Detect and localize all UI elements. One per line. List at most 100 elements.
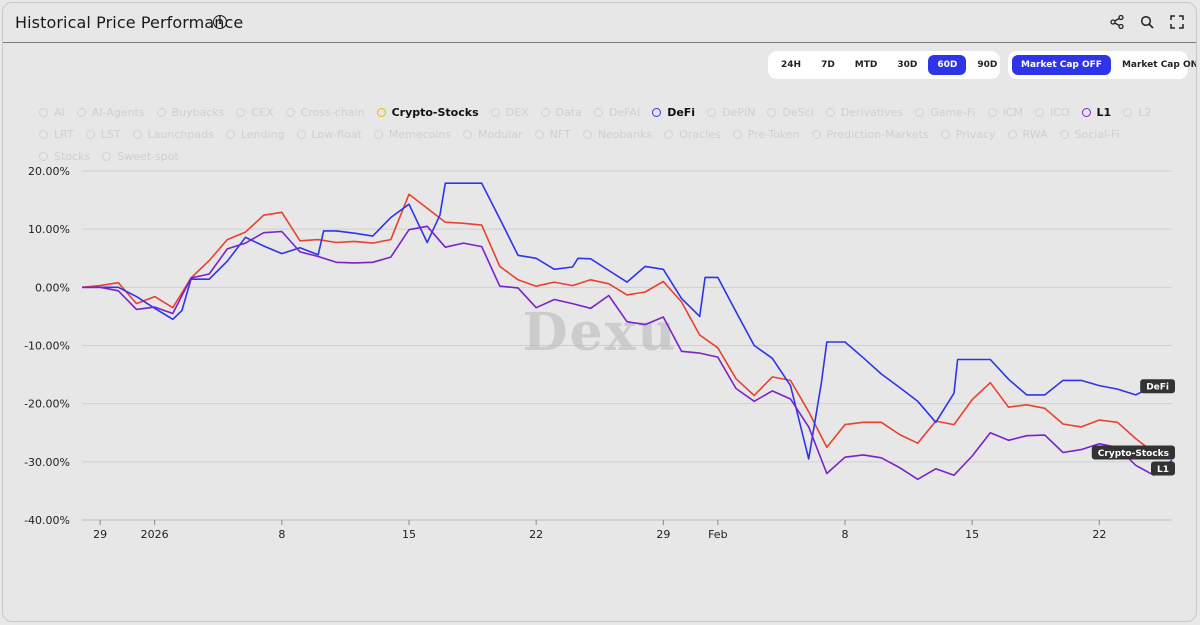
- legend-radio-icon: [39, 107, 48, 117]
- legend-item-stocks[interactable]: Stocks: [39, 147, 90, 165]
- legend-item-privacy[interactable]: Privacy: [940, 125, 996, 143]
- header-actions: [1108, 13, 1186, 31]
- legend-label: Prediction-Markets: [826, 127, 929, 141]
- legend-radio-icon: [664, 129, 674, 139]
- legend-item-depin[interactable]: DePIN: [707, 103, 755, 121]
- legend-item-dex[interactable]: DEX: [490, 103, 529, 121]
- legend-radio-icon: [582, 129, 592, 139]
- legend-item-nft[interactable]: NFT: [534, 125, 571, 143]
- legend-item-memecoins[interactable]: Memecoins: [373, 125, 451, 143]
- legend-radio-icon: [76, 107, 86, 117]
- legend-item-l1[interactable]: L1: [1081, 103, 1111, 121]
- end-label-defi: DeFi: [1140, 379, 1175, 394]
- x-tick-label: 15: [965, 528, 979, 541]
- legend-item-ico[interactable]: ICO: [1034, 103, 1070, 121]
- legend-label: CEX: [251, 105, 274, 119]
- legend-label: DePIN: [722, 105, 756, 119]
- legend-radio-icon: [732, 129, 742, 139]
- legend-item-crypto-stocks[interactable]: Crypto-Stocks: [376, 103, 479, 121]
- end-label-crypto-stocks: Crypto-Stocks: [1091, 445, 1175, 460]
- legend-item-data[interactable]: Data: [540, 103, 582, 121]
- legend-item-ai-agents[interactable]: AI-Agents: [76, 103, 145, 121]
- end-label-text: L1: [1157, 465, 1169, 475]
- legend-radio-icon: [285, 107, 295, 117]
- legend-item-low-float[interactable]: Low-float: [296, 125, 362, 143]
- legend-radio-icon: [102, 151, 112, 161]
- legend-item-modular[interactable]: Modular: [463, 125, 523, 143]
- legend-radio-icon: [490, 107, 500, 117]
- legend-radio-icon: [915, 107, 925, 117]
- legend-item-desci[interactable]: DeSci: [767, 103, 814, 121]
- fullscreen-icon[interactable]: [1168, 13, 1186, 31]
- legend-item-cross-chain[interactable]: Cross-chain: [285, 103, 365, 121]
- legend-label: NFT: [549, 127, 571, 141]
- y-tick-label: -10.00%: [24, 340, 70, 353]
- legend-radio-icon: [296, 129, 306, 139]
- legend-label: Privacy: [955, 127, 996, 141]
- timeframe-24h-button[interactable]: 24H: [781, 60, 802, 70]
- legend-item-neobanks[interactable]: Neobanks: [582, 125, 652, 143]
- legend-item-oracles[interactable]: Oracles: [664, 125, 721, 143]
- legend-item-prediction-markets[interactable]: Prediction-Markets: [811, 125, 929, 143]
- legend-item-lst[interactable]: LST: [85, 125, 121, 143]
- legend-radio-icon: [940, 129, 950, 139]
- timeframe-7d-button[interactable]: 7D: [821, 60, 835, 70]
- share-icon[interactable]: [1108, 13, 1126, 31]
- legend-radio-icon: [1007, 129, 1017, 139]
- legend-item-cex[interactable]: CEX: [236, 103, 274, 121]
- legend-item-icm[interactable]: ICM: [987, 103, 1023, 121]
- y-tick-label: -20.00%: [24, 398, 70, 411]
- legend-item-l2[interactable]: L2: [1123, 103, 1151, 121]
- legend-item-sweet-spot[interactable]: Sweet-spot: [102, 147, 179, 165]
- legend-item-buybacks[interactable]: Buybacks: [156, 103, 225, 121]
- y-tick-label: -40.00%: [24, 514, 70, 527]
- timeframe-60d-button[interactable]: 60D: [928, 55, 967, 75]
- timeframe-30d-button[interactable]: 30D: [897, 60, 918, 70]
- legend-radio-icon: [85, 129, 95, 139]
- legend-item-lrt[interactable]: LRT: [39, 125, 74, 143]
- legend-radio-icon: [376, 107, 386, 117]
- legend-radio-icon: [39, 129, 48, 139]
- series-line-crypto-stocks: [81, 193, 1155, 454]
- legend-radio-icon: [707, 107, 717, 117]
- legend-label: Oracles: [679, 127, 721, 141]
- search-icon[interactable]: [1138, 13, 1156, 31]
- series-line-l1: [82, 225, 1173, 481]
- legend-item-launchpads[interactable]: Launchpads: [132, 125, 214, 143]
- legend-item-ai[interactable]: AI: [39, 103, 65, 121]
- timeframe-mtd-button[interactable]: MTD: [854, 60, 878, 70]
- legend-label: Buybacks: [171, 105, 225, 119]
- legend-item-lending[interactable]: Lending: [225, 125, 285, 143]
- legend-item-derivatives[interactable]: Derivatives: [825, 103, 903, 121]
- market-cap-market-cap-on-button[interactable]: Market Cap ON: [1121, 60, 1197, 70]
- legend-radio-icon: [825, 107, 835, 117]
- category-legend: AI AI-Agents Buybacks CEX Cross-chain Crypto-…: [39, 103, 1179, 165]
- legend-radio-icon: [811, 129, 821, 139]
- x-tick-label: 2026: [141, 528, 169, 541]
- timeframe-90d-button[interactable]: 90D: [977, 60, 998, 70]
- legend-label: DeSci: [782, 105, 814, 119]
- y-tick-label: 20.00%: [28, 165, 70, 178]
- end-label-badge: [1140, 379, 1175, 394]
- legend-item-defai[interactable]: DeFAI: [593, 103, 640, 121]
- info-icon[interactable]: i: [213, 15, 227, 29]
- legend-radio-icon: [156, 107, 166, 117]
- legend-label: Crypto-Stocks: [391, 105, 479, 119]
- legend-item-social-fi[interactable]: Social-Fi: [1059, 125, 1120, 143]
- y-tick-label: 0.00%: [35, 281, 70, 294]
- y-tick-label: 10.00%: [28, 223, 70, 236]
- legend-radio-icon: [236, 107, 246, 117]
- market-cap-market-cap-off-button[interactable]: Market Cap OFF: [1012, 55, 1111, 75]
- legend-item-pre-token[interactable]: Pre-Token: [732, 125, 800, 143]
- legend-label: ICM: [1002, 105, 1023, 119]
- legend-item-defi[interactable]: DeFi: [652, 103, 695, 121]
- legend-radio-icon: [132, 129, 142, 139]
- legend-item-rwa[interactable]: RWA: [1007, 125, 1048, 143]
- legend-radio-icon: [373, 129, 383, 139]
- legend-label: Cross-chain: [300, 105, 365, 119]
- legend-item-game-fi[interactable]: Game-Fi: [915, 103, 976, 121]
- legend-radio-icon: [463, 129, 473, 139]
- page-title: Historical Price Performance: [15, 13, 244, 32]
- legend-radio-icon: [1081, 107, 1091, 117]
